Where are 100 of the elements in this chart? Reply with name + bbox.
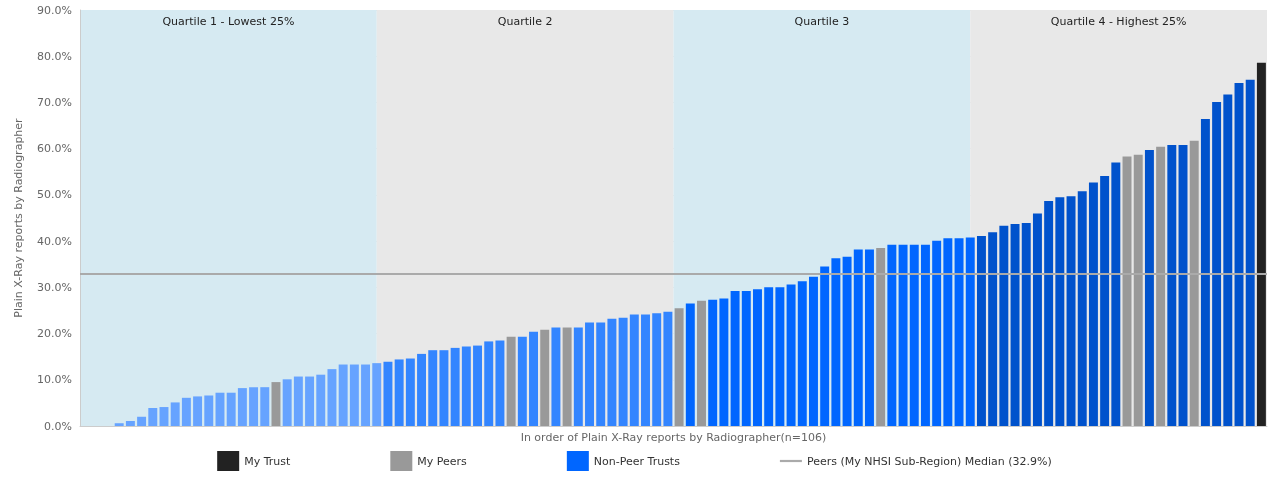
bar	[461, 346, 471, 426]
bar	[629, 314, 639, 426]
bar	[954, 238, 964, 426]
bar	[338, 364, 348, 426]
bar	[305, 376, 315, 426]
bar	[1021, 223, 1031, 426]
bar	[1122, 156, 1132, 426]
bar	[797, 281, 807, 426]
legend-label: My Peers	[417, 454, 468, 468]
y-tick-label: 60.0%	[37, 142, 72, 156]
bar	[708, 299, 718, 426]
bar	[753, 289, 762, 426]
bar	[405, 358, 415, 426]
y-tick-label: 30.0%	[37, 280, 72, 294]
bar	[1044, 200, 1054, 426]
bar	[517, 336, 527, 426]
y-tick-label: 40.0%	[37, 234, 72, 248]
bar	[1223, 94, 1233, 426]
bar	[1010, 224, 1020, 426]
bar	[786, 284, 796, 426]
bar	[125, 420, 135, 426]
bar	[540, 329, 550, 426]
y-tick-label: 70.0%	[37, 95, 72, 109]
bar	[585, 322, 594, 426]
bar	[215, 392, 225, 426]
annotation: Quartile 3	[794, 15, 850, 28]
bar	[1066, 196, 1076, 426]
bar	[719, 298, 729, 426]
bar	[316, 374, 326, 426]
bar	[809, 276, 818, 426]
bar	[417, 353, 427, 426]
bar	[674, 308, 684, 426]
bar	[1167, 144, 1177, 426]
bar	[551, 327, 561, 426]
bar	[271, 382, 281, 426]
bar	[842, 256, 852, 426]
bar	[137, 416, 147, 426]
bar	[999, 225, 1009, 426]
bar	[1100, 175, 1110, 426]
bar	[1077, 191, 1087, 426]
bar	[898, 244, 908, 426]
bar	[730, 291, 740, 426]
bar	[1245, 79, 1255, 426]
bar	[1212, 101, 1222, 426]
annotation: Quartile 1 - Lowest 25%	[162, 15, 295, 28]
bar	[529, 331, 538, 426]
y-tick-label: 0.0%	[44, 419, 72, 433]
bar	[349, 364, 359, 426]
bar	[988, 232, 998, 426]
bar	[260, 387, 270, 426]
bar	[361, 364, 371, 426]
bar	[831, 258, 841, 426]
bar	[293, 376, 303, 426]
bar	[372, 363, 382, 426]
bar	[439, 350, 449, 426]
bar	[876, 248, 886, 426]
bar	[1032, 213, 1042, 426]
bar	[226, 392, 236, 426]
bar	[383, 361, 393, 426]
bar	[394, 359, 404, 426]
legend-label: My Trust	[244, 454, 291, 468]
annotation: Quartile 4 - Highest 25%	[1050, 15, 1187, 28]
y-tick-label: 90.0%	[37, 3, 72, 17]
bar	[1200, 119, 1210, 426]
bar	[607, 318, 617, 426]
y-axis-title: Plain X-Ray reports by Radiographer	[12, 117, 25, 318]
bar	[484, 341, 494, 426]
bar	[428, 350, 438, 426]
x-axis-title: In order of Plain X-Ray reports by Radiographer(n=106)	[520, 431, 827, 444]
bar	[193, 396, 203, 426]
bar	[1111, 162, 1121, 426]
bar	[943, 238, 953, 426]
bar	[562, 327, 572, 426]
bar	[473, 345, 483, 426]
annotation: Quartile 2	[497, 15, 553, 28]
bar	[573, 327, 583, 426]
bar	[764, 287, 774, 426]
bar	[853, 249, 863, 426]
bar	[1055, 197, 1065, 426]
bar	[820, 266, 830, 426]
bar	[864, 249, 874, 426]
bar	[170, 402, 180, 426]
bar	[641, 314, 650, 426]
bar	[181, 397, 191, 426]
y-tick-label: 10.0%	[37, 373, 72, 387]
bar	[450, 347, 460, 426]
bar	[685, 303, 695, 426]
bar	[909, 244, 919, 426]
y-tick-label: 50.0%	[37, 188, 72, 202]
bar	[976, 236, 986, 426]
bar	[965, 237, 975, 426]
bar	[1256, 62, 1266, 426]
bar	[204, 395, 214, 426]
bar	[697, 300, 706, 426]
bar	[249, 387, 259, 426]
bar	[282, 379, 292, 426]
bar	[1144, 150, 1154, 426]
bar	[1133, 154, 1143, 426]
y-tick-label: 20.0%	[37, 327, 72, 341]
bar	[920, 244, 930, 426]
